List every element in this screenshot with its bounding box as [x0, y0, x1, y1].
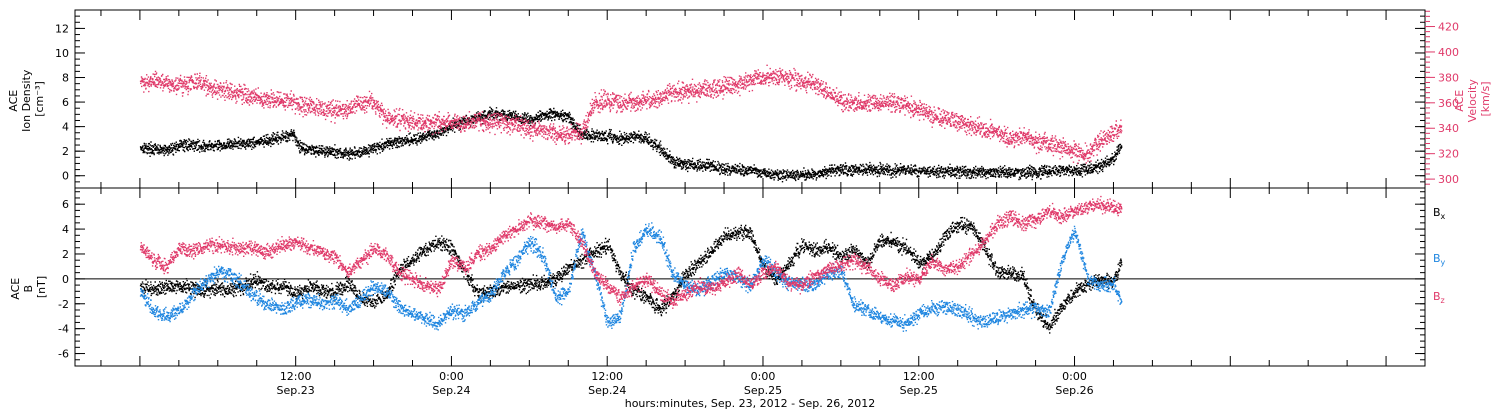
legend-bz-subscript: z	[1441, 296, 1445, 305]
top-panel-frame	[74, 9, 1426, 189]
y-tick-label: -4	[58, 323, 69, 336]
top-panel-data	[139, 64, 1123, 183]
velocity-axis-title-line1: ACE	[1453, 90, 1466, 112]
time-axis: 12:00Sep.230:00Sep.2412:00Sep.240:00Sep.…	[100, 10, 1426, 397]
velocity-axis-title-line2: Velocity	[1466, 79, 1479, 123]
series-By-marks	[139, 222, 1123, 332]
magnetic-field-axis: -6 -4 -2 0 2 4 6	[58, 191, 1425, 367]
x-tick-time-label: 12:00	[280, 370, 312, 383]
x-tick-time-label: 12:00	[903, 370, 935, 383]
y-tick-label: 6	[62, 96, 69, 109]
y2-tick-label: 340	[1438, 122, 1459, 135]
y2-tick-label: 380	[1438, 71, 1459, 84]
velocity-axis-title-line3: [km/s]	[1479, 81, 1492, 116]
density-axis-title-line1: ACE	[7, 90, 20, 112]
b-axis-title: ACE B [nT]	[9, 274, 48, 299]
density-axis-title: ACE Ion Density [cm⁻³]	[7, 66, 46, 132]
series-velocity-marks	[139, 64, 1123, 165]
top-panel-density-velocity: 0 2 4 6 8 10 12 300 320 340 360 380 400 420 ACE Ion …	[7, 9, 1492, 189]
y2-tick-label: 320	[1438, 148, 1459, 161]
bottom-panel-data	[139, 195, 1123, 334]
y2-tick-label: 420	[1438, 21, 1459, 34]
y-tick-label: -6	[58, 348, 69, 361]
y-tick-label: -2	[58, 298, 69, 311]
y-tick-label: 2	[62, 248, 69, 261]
y-tick-label: 12	[55, 22, 69, 35]
series-density-marks	[139, 106, 1123, 183]
y-tick-label: 0	[62, 273, 69, 286]
y2-tick-label: 400	[1438, 46, 1459, 59]
y-tick-label: 0	[62, 170, 69, 183]
x-tick-time-label: 12:00	[591, 370, 623, 383]
density-axis-title-line3: [cm⁻³]	[33, 81, 46, 117]
y-tick-label: 2	[62, 145, 69, 158]
b-axis-title-line1: ACE	[9, 278, 22, 300]
series-density-points	[139, 106, 1123, 183]
bottom-panel-frame	[74, 187, 1426, 367]
y2-tick-label: 300	[1438, 173, 1459, 186]
density-axis-title-line2: Ion Density	[20, 69, 33, 132]
x-tick-date-label: Sep.24	[432, 384, 470, 397]
series-velocity-points	[139, 64, 1123, 165]
b-axis-title-line2: B	[22, 285, 35, 293]
ion-density-axis: 0 2 4 6 8 10 12	[55, 9, 1425, 189]
x-tick-date-label: Sep.24	[588, 384, 626, 397]
y2-tick-label: 360	[1438, 97, 1459, 110]
legend-bx: Bx	[1433, 206, 1446, 221]
b-legend: Bx By Bz	[1433, 206, 1446, 305]
legend-by: By	[1433, 252, 1446, 267]
legend-bz: Bz	[1433, 290, 1445, 305]
y-tick-label: 6	[62, 198, 69, 211]
x-tick-time-label: 0:00	[751, 370, 776, 383]
velocity-axis-title: ACE Velocity [km/s]	[1453, 76, 1492, 123]
x-tick-date-label: Sep.26	[1055, 384, 1093, 397]
legend-bx-subscript: x	[1441, 212, 1446, 221]
b-axis-title-line3: [nT]	[35, 276, 48, 298]
series-By-points	[139, 222, 1123, 332]
x-tick-date-label: Sep.23	[277, 384, 315, 397]
x-tick-time-label: 0:00	[439, 370, 464, 383]
velocity-axis: 300 320 340 360 380 400 420	[1425, 10, 1459, 186]
x-tick-date-label: Sep.25	[900, 384, 938, 397]
x-tick-time-label: 0:00	[1062, 370, 1087, 383]
y-tick-label: 10	[55, 47, 69, 60]
x-axis-title: hours:minutes, Sep. 23, 2012 - Sep. 26, …	[625, 397, 876, 410]
series-Bx-points	[139, 216, 1123, 334]
x-tick-date-label: Sep.25	[744, 384, 782, 397]
legend-by-subscript: y	[1441, 258, 1446, 267]
y-tick-label: 4	[62, 223, 69, 236]
y-tick-label: 4	[62, 121, 69, 134]
series-Bx-marks	[139, 216, 1123, 334]
bottom-panel-magnetic-field: -6 -4 -2 0 2 4 6 ACE B [nT] Bx By Bz	[9, 187, 1446, 367]
y-tick-label: 8	[62, 72, 69, 85]
